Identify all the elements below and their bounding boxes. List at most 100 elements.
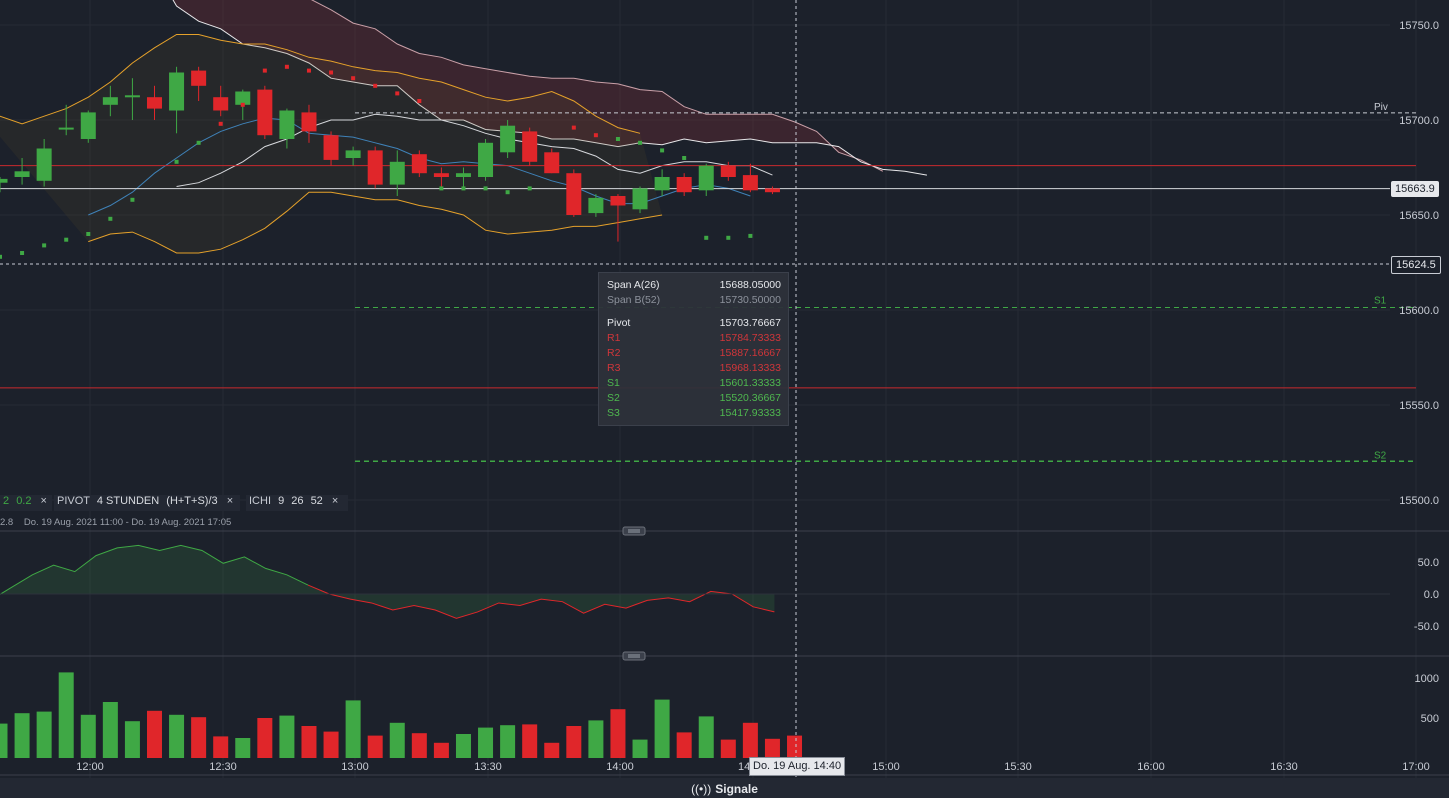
signale-bar[interactable]: ((•)) Signale bbox=[0, 778, 1449, 798]
pivot-close-icon[interactable]: × bbox=[226, 495, 234, 507]
psar-close-icon[interactable]: × bbox=[40, 495, 47, 507]
volume-bar bbox=[742, 722, 758, 758]
candle-body bbox=[345, 150, 361, 158]
volume-bar bbox=[787, 735, 803, 758]
candle-body bbox=[411, 154, 427, 174]
volume-bar bbox=[610, 709, 626, 758]
crosshair-time-label: Do. 19 Aug. 14:40 bbox=[749, 757, 846, 776]
price-axis-label: 15650.0 bbox=[1399, 210, 1439, 222]
crosshair-tooltip: Span A(26) 15688.05000 Span B(52) 15730.50… bbox=[598, 272, 789, 426]
candle-body bbox=[522, 131, 538, 162]
candle-body bbox=[0, 178, 8, 183]
candle-body bbox=[764, 188, 780, 193]
tooltip-span-a: Span A(26) 15688.05000 bbox=[607, 279, 781, 291]
axis-labels: 15750.0 15700.0 15650.0 15600.0 15550.0 15500… bbox=[76, 20, 1439, 773]
bollinger-upper-line bbox=[0, 34, 641, 134]
candle-body bbox=[676, 177, 692, 193]
parabolic-sar-dots bbox=[0, 64, 753, 259]
ichimoku-span-a-line bbox=[172, 0, 928, 176]
ichimoku-close-icon[interactable]: × bbox=[331, 495, 339, 507]
candle-body bbox=[367, 150, 383, 185]
sar-dot bbox=[483, 186, 488, 191]
volume-bar bbox=[257, 718, 273, 758]
sar-dot bbox=[748, 233, 753, 238]
candle-body bbox=[146, 97, 162, 109]
sar-dot bbox=[86, 232, 91, 236]
sar-dot bbox=[351, 76, 356, 81]
panel-dividers[interactable] bbox=[0, 526, 1449, 776]
moving-average-white bbox=[176, 113, 773, 187]
sar-dot bbox=[130, 197, 135, 202]
sar-dot bbox=[240, 102, 245, 107]
candle-body bbox=[36, 148, 52, 181]
sar-dot bbox=[0, 254, 2, 259]
time-axis-label: 14:00 bbox=[606, 761, 634, 773]
candle-body bbox=[279, 110, 295, 139]
oscillator-axis-label: 0.0 bbox=[1424, 589, 1439, 601]
volume-axis-label: 500 bbox=[1421, 713, 1439, 725]
candle-body bbox=[213, 97, 229, 111]
candle-body bbox=[544, 152, 560, 174]
bollinger-lower-line bbox=[88, 191, 663, 254]
time-axis-label: 16:00 bbox=[1137, 761, 1165, 773]
sar-dot bbox=[218, 121, 223, 126]
candle-body bbox=[433, 173, 449, 177]
candlesticks[interactable] bbox=[0, 66, 780, 242]
volume-bar bbox=[102, 702, 118, 758]
price-axis-label: 15600.0 bbox=[1399, 305, 1439, 317]
ichimoku-name: ICHI bbox=[249, 495, 271, 507]
candle-body bbox=[742, 175, 758, 191]
sar-dot bbox=[42, 243, 47, 248]
signale-label[interactable]: Signale bbox=[715, 782, 758, 796]
ichimoku-cloud bbox=[172, 0, 928, 176]
volume-panel bbox=[0, 672, 803, 758]
sar-dot bbox=[417, 99, 422, 103]
ichimoku-legend[interactable]: ICHI 9 26 52 × bbox=[246, 495, 348, 511]
candle-body bbox=[698, 165, 714, 191]
candle-body bbox=[257, 89, 273, 136]
oscillator-area bbox=[0, 545, 775, 619]
sar-dot bbox=[64, 237, 69, 242]
time-axis-label: 12:00 bbox=[76, 761, 104, 773]
volume-bar bbox=[36, 711, 52, 758]
sar-dot bbox=[306, 68, 311, 73]
candle-body bbox=[654, 177, 670, 191]
resize-handle-0[interactable] bbox=[622, 526, 646, 536]
candle-body bbox=[301, 112, 317, 132]
volume-bar bbox=[522, 724, 538, 758]
volume-bar bbox=[191, 717, 207, 758]
time-axis-label: 13:30 bbox=[474, 761, 502, 773]
tooltip-span-b: Span B(52) 15730.50000 bbox=[607, 294, 781, 306]
sar-dot bbox=[174, 159, 179, 164]
candle-body bbox=[500, 125, 516, 153]
pivot-legend[interactable]: PIVOT 4 STUNDEN (H+T+S)/3 × bbox=[54, 495, 240, 511]
volume-bar bbox=[146, 710, 162, 758]
volume-bar bbox=[698, 716, 714, 758]
time-axis-label: 12:30 bbox=[209, 761, 237, 773]
volume-bar bbox=[455, 734, 471, 758]
price-axis-label: 15750.0 bbox=[1399, 20, 1439, 32]
resize-handle-1[interactable] bbox=[622, 651, 646, 661]
volume-bar bbox=[411, 733, 427, 758]
candle-body bbox=[632, 188, 648, 210]
candle-body bbox=[720, 165, 736, 177]
sar-dot bbox=[593, 133, 598, 138]
candle-body bbox=[455, 173, 471, 177]
price-axis-label: 15500.0 bbox=[1399, 495, 1439, 507]
s2-level-label: S2 bbox=[1374, 450, 1387, 461]
volume-bar bbox=[478, 727, 494, 758]
volume-bar bbox=[588, 720, 604, 758]
volume-bar bbox=[235, 738, 251, 758]
candle-body bbox=[124, 95, 140, 98]
pivot-params: 4 STUNDEN bbox=[96, 495, 160, 507]
sar-dot bbox=[638, 140, 643, 145]
tooltip-s2: S2 15520.36667 bbox=[607, 392, 781, 404]
pivot-level-label: Piv bbox=[1374, 102, 1388, 113]
candle-body bbox=[588, 197, 604, 214]
candle-body bbox=[389, 161, 405, 185]
psar-legend[interactable]: 2 0.2 × bbox=[0, 495, 52, 511]
candle-body bbox=[58, 127, 74, 130]
volume-bar bbox=[544, 742, 560, 758]
sub-info-range: Do. 19 Aug. 2021 11:00 - Do. 19 Aug. 202… bbox=[23, 517, 232, 528]
